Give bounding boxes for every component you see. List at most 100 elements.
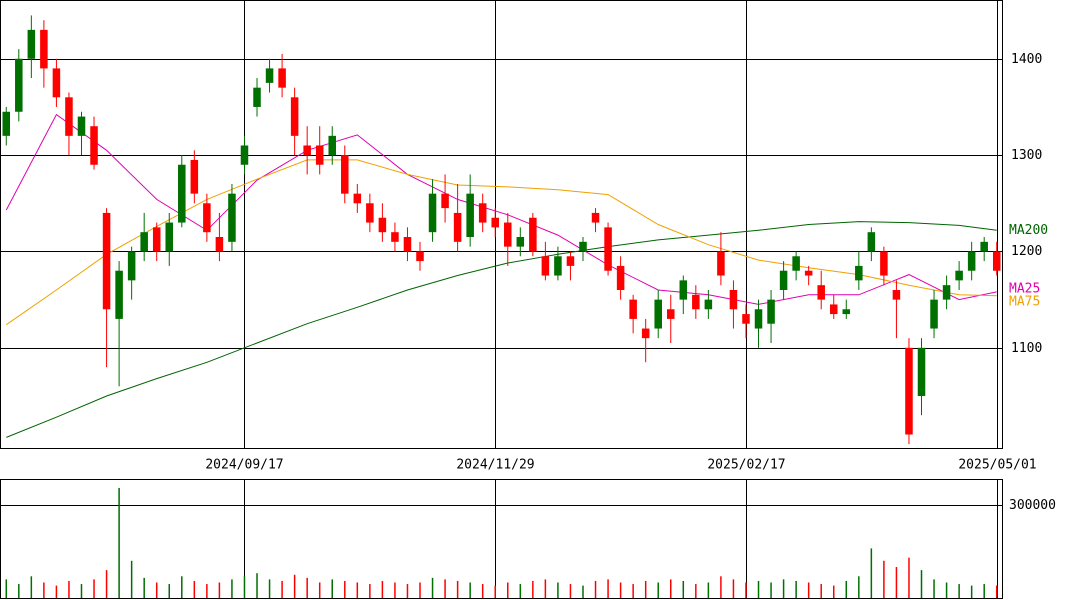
candle-body xyxy=(516,237,525,247)
candle-body xyxy=(554,256,562,276)
candle-body xyxy=(717,251,725,276)
volume-bar xyxy=(30,576,33,598)
volume-bar xyxy=(582,585,584,598)
candle-body xyxy=(178,164,186,223)
volume-bar xyxy=(193,580,196,598)
ma-line xyxy=(6,221,997,438)
candle-body xyxy=(867,232,876,252)
legend-label: MA25 xyxy=(1009,281,1040,296)
candle-body xyxy=(265,68,274,83)
candle-body xyxy=(203,203,211,233)
candle-body xyxy=(366,203,374,223)
candle-body xyxy=(215,237,224,252)
moving-averages xyxy=(5,113,997,438)
volume-bar xyxy=(908,557,910,598)
candle-body xyxy=(917,347,926,396)
volume-bar xyxy=(118,487,120,598)
volume-bar xyxy=(720,576,722,598)
volume-bar xyxy=(206,584,208,598)
candle-body xyxy=(253,87,261,107)
volume-bar xyxy=(507,582,509,598)
y-tick-label: 300000 xyxy=(1009,498,1056,513)
volume-bar xyxy=(958,584,960,598)
volume-bar xyxy=(406,584,409,598)
volume-bar xyxy=(770,582,772,598)
volume-bar xyxy=(444,579,446,598)
volume-bar xyxy=(845,580,848,598)
volume-bar xyxy=(519,584,522,598)
volume-pane xyxy=(0,479,1003,599)
volume-bar xyxy=(469,582,471,598)
volume-bar xyxy=(757,580,760,598)
volume-bars xyxy=(5,487,998,598)
volume-bar xyxy=(344,580,346,598)
y-tick-label: 1400 xyxy=(1011,52,1042,67)
volume-bar xyxy=(318,582,321,598)
y-tick-label: 1100 xyxy=(1011,341,1042,356)
candle-body xyxy=(566,256,575,266)
volume-bar xyxy=(93,579,95,598)
candle-body xyxy=(441,193,449,209)
candle-body xyxy=(165,222,174,252)
volume-bar xyxy=(682,580,685,598)
volume-bar xyxy=(18,584,20,598)
volume-bar xyxy=(494,585,496,598)
volume-bar xyxy=(782,579,785,598)
candle-body xyxy=(892,289,901,300)
volume-bar xyxy=(369,584,371,598)
volume-bar xyxy=(644,580,647,598)
volume-bar xyxy=(858,576,860,598)
volume-bar xyxy=(807,582,810,598)
volume-bar xyxy=(569,584,572,598)
labels: 1100 1200 1300 1400 300000 2024/09/17 2024/11/… xyxy=(205,52,1056,513)
candle-body xyxy=(52,68,61,98)
candle-body xyxy=(767,299,775,324)
candle-body xyxy=(980,241,988,252)
candle-body xyxy=(704,299,713,310)
volume-bar xyxy=(155,582,158,598)
volume-bar xyxy=(995,585,998,598)
candle-body xyxy=(792,256,800,271)
volume-bar xyxy=(481,584,484,598)
candle-body xyxy=(303,145,311,156)
candle-body xyxy=(140,232,148,252)
candle-body xyxy=(604,227,612,271)
volume-bar xyxy=(80,584,83,598)
candle-body xyxy=(829,304,838,315)
volume-bar xyxy=(356,582,359,598)
candle-body xyxy=(2,111,11,136)
candle-body xyxy=(328,135,337,156)
volume-bar xyxy=(218,582,221,598)
volume-bar xyxy=(707,582,710,598)
candle-body xyxy=(428,193,437,233)
candle-body xyxy=(190,159,199,194)
x-tick-label: 2025/02/17 xyxy=(707,458,785,473)
candle-body xyxy=(378,217,387,233)
candle-body xyxy=(855,265,863,281)
candle-body xyxy=(616,265,625,290)
candle-body xyxy=(504,222,512,247)
candle-body xyxy=(115,270,123,319)
candle-body xyxy=(290,97,299,136)
candle-body xyxy=(905,347,913,435)
volume-bar xyxy=(945,582,948,598)
candle-body xyxy=(278,68,286,88)
volume-bar xyxy=(5,579,8,598)
candle-body xyxy=(842,309,851,315)
candle-body xyxy=(817,285,825,300)
candle-body xyxy=(416,251,424,262)
candle-body xyxy=(942,285,951,300)
candle-body xyxy=(729,289,738,310)
candle-body xyxy=(15,58,23,112)
volume-bar xyxy=(795,580,797,598)
volume-bar xyxy=(670,579,672,598)
candle-body xyxy=(466,193,474,238)
candle-body xyxy=(77,116,86,136)
candle-body xyxy=(742,314,750,324)
candle-body xyxy=(27,29,36,59)
candle-body xyxy=(478,203,487,223)
volume-bar xyxy=(607,579,609,598)
y-tick-label: 1200 xyxy=(1011,244,1042,259)
volume-bar xyxy=(55,585,58,598)
candle-body xyxy=(591,212,600,223)
